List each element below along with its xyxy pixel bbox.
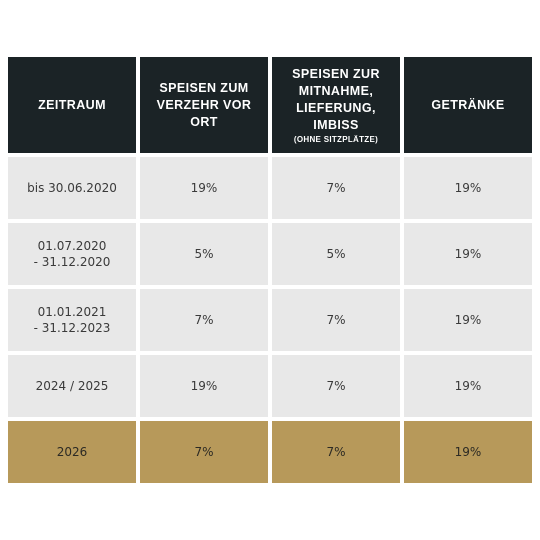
header-speisen-mitnahme-line1: SPEISEN ZUR bbox=[292, 66, 380, 81]
vat-rate-table: ZEITRAUM SPEISEN ZUM VERZEHR VOR ORT SPE… bbox=[8, 57, 532, 483]
row-2-drinks-value: 19% bbox=[454, 247, 482, 261]
row-3-period-line2: - 31.12.2023 bbox=[33, 321, 111, 335]
row-1-dine-in: 19% bbox=[140, 157, 268, 219]
header-speisen-vor-ort-line1: SPEISEN ZUM bbox=[159, 80, 249, 95]
row-2-period-line2: - 31.12.2020 bbox=[33, 255, 111, 269]
row-2-period-line1: 01.07.2020 bbox=[37, 239, 107, 253]
row-5-period: 2026 bbox=[8, 421, 136, 483]
row-4-drinks-value: 19% bbox=[454, 379, 482, 393]
row-4-dine-in-value: 19% bbox=[190, 379, 218, 393]
row-4-takeaway: 7% bbox=[272, 355, 400, 417]
row-3-dine-in: 7% bbox=[140, 289, 268, 351]
row-5-drinks-value: 19% bbox=[454, 445, 482, 459]
row-5-takeaway: 7% bbox=[272, 421, 400, 483]
header-zeitraum: ZEITRAUM bbox=[8, 57, 136, 153]
header-speisen-mitnahme-note: (OHNE SITZPLÄTZE) bbox=[293, 134, 379, 144]
row-3-period: 01.01.2021 - 31.12.2023 bbox=[8, 289, 136, 351]
row-4-period-text: 2024 / 2025 bbox=[35, 379, 109, 393]
row-2-drinks: 19% bbox=[404, 223, 532, 285]
header-speisen-mitnahme-line3: LIEFERUNG, IMBISS bbox=[296, 100, 376, 132]
row-3-period-line1: 01.01.2021 bbox=[37, 305, 107, 319]
row-1-takeaway: 7% bbox=[272, 157, 400, 219]
row-1-period: bis 30.06.2020 bbox=[8, 157, 136, 219]
row-2-dine-in: 5% bbox=[140, 223, 268, 285]
row-1-takeaway-value: 7% bbox=[326, 181, 346, 195]
row-4-drinks: 19% bbox=[404, 355, 532, 417]
row-5-period-text: 2026 bbox=[56, 445, 88, 459]
header-getraenke-label: GETRÄNKE bbox=[431, 97, 505, 112]
row-5-drinks: 19% bbox=[404, 421, 532, 483]
header-speisen-vor-ort-line2: VERZEHR VOR ORT bbox=[156, 97, 252, 129]
row-1-dine-in-value: 19% bbox=[190, 181, 218, 195]
row-1-drinks: 19% bbox=[404, 157, 532, 219]
row-5-dine-in: 7% bbox=[140, 421, 268, 483]
row-4-dine-in: 19% bbox=[140, 355, 268, 417]
row-2-takeaway-value: 5% bbox=[326, 247, 346, 261]
row-3-takeaway-value: 7% bbox=[326, 313, 346, 327]
row-2-period: 01.07.2020 - 31.12.2020 bbox=[8, 223, 136, 285]
header-zeitraum-label: ZEITRAUM bbox=[38, 97, 106, 112]
row-1-drinks-value: 19% bbox=[454, 181, 482, 195]
row-1-period-text: bis 30.06.2020 bbox=[27, 181, 117, 195]
row-3-takeaway: 7% bbox=[272, 289, 400, 351]
row-2-dine-in-value: 5% bbox=[194, 247, 214, 261]
header-speisen-mitnahme-line2: MITNAHME, bbox=[298, 83, 374, 98]
header-speisen-mitnahme: SPEISEN ZUR MITNAHME, LIEFERUNG, IMBISS … bbox=[272, 57, 400, 153]
row-5-dine-in-value: 7% bbox=[194, 445, 214, 459]
row-4-takeaway-value: 7% bbox=[326, 379, 346, 393]
header-speisen-vor-ort: SPEISEN ZUM VERZEHR VOR ORT bbox=[140, 57, 268, 153]
row-3-drinks: 19% bbox=[404, 289, 532, 351]
row-3-dine-in-value: 7% bbox=[194, 313, 214, 327]
header-getraenke: GETRÄNKE bbox=[404, 57, 532, 153]
row-4-period: 2024 / 2025 bbox=[8, 355, 136, 417]
row-3-drinks-value: 19% bbox=[454, 313, 482, 327]
row-2-takeaway: 5% bbox=[272, 223, 400, 285]
row-5-takeaway-value: 7% bbox=[326, 445, 346, 459]
